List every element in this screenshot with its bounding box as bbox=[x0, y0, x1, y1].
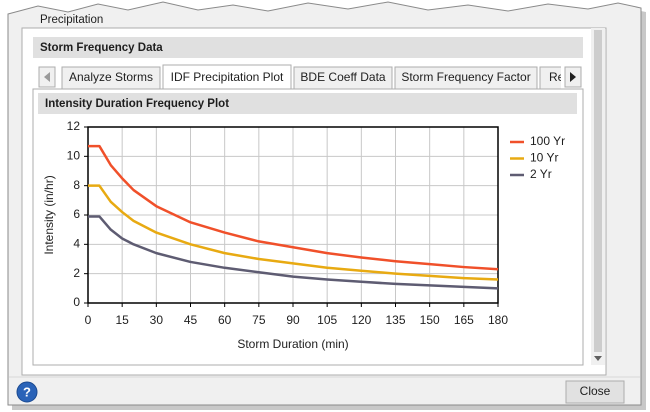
x-tick-label: 90 bbox=[286, 313, 300, 327]
tab-label: BDE Coeff Data bbox=[300, 70, 385, 84]
help-icon: ? bbox=[23, 384, 31, 399]
close-label: Close bbox=[580, 384, 611, 398]
group-title: Storm Frequency Data bbox=[40, 42, 163, 54]
window-title: Precipitation bbox=[40, 14, 103, 26]
tab-panel bbox=[32, 88, 584, 366]
x-tick-label: 60 bbox=[218, 313, 232, 327]
tab-label: Storm Frequency Factor bbox=[401, 70, 530, 84]
x-axis-label: Storm Duration (min) bbox=[237, 337, 348, 351]
tab-label: Analyze Storms bbox=[69, 70, 153, 84]
x-tick-label: 0 bbox=[85, 313, 92, 327]
y-tick-label: 2 bbox=[73, 266, 80, 280]
tab[interactable] bbox=[162, 64, 292, 91]
legend-label: 2 Yr bbox=[530, 167, 552, 181]
y-tick-label: 6 bbox=[73, 207, 80, 221]
x-tick-label: 180 bbox=[488, 313, 508, 327]
x-tick-label: 120 bbox=[351, 313, 371, 327]
close-button[interactable] bbox=[565, 380, 625, 404]
legend-label: 10 Yr bbox=[530, 151, 558, 165]
scroll-down[interactable] bbox=[594, 356, 602, 361]
x-tick-label: 15 bbox=[115, 313, 129, 327]
series-line bbox=[88, 184, 499, 281]
x-tick-label: 75 bbox=[252, 313, 266, 327]
series-line bbox=[88, 215, 499, 290]
series-line bbox=[88, 144, 499, 271]
tab-label: IDF Precipitation Plot bbox=[171, 70, 284, 84]
x-tick-label: 165 bbox=[454, 313, 474, 327]
y-tick-label: 10 bbox=[67, 149, 81, 163]
x-tick-label: 30 bbox=[150, 313, 164, 327]
x-tick-label: 135 bbox=[385, 313, 405, 327]
y-tick-label: 12 bbox=[67, 119, 81, 133]
x-tick-label: 45 bbox=[184, 313, 198, 327]
y-tick-label: 4 bbox=[73, 237, 80, 251]
x-tick-label: 105 bbox=[317, 313, 337, 327]
tab-overflow-cover bbox=[561, 64, 564, 90]
x-tick-label: 150 bbox=[420, 313, 440, 327]
panel-title: Intensity Duration Frequency Plot bbox=[45, 98, 229, 110]
y-tick-label: 0 bbox=[73, 295, 80, 309]
plot-frame bbox=[87, 126, 499, 304]
tab-strip: Analyze Storms IDF Precipitation Plot BDE … bbox=[61, 64, 565, 91]
help-button[interactable] bbox=[16, 381, 38, 403]
group-header bbox=[33, 37, 583, 58]
legend-label: 100 Yr bbox=[530, 134, 565, 148]
y-axis-label: Intensity (in/hr) bbox=[42, 175, 56, 254]
y-tick-label: 8 bbox=[73, 178, 80, 192]
panel-header bbox=[38, 93, 577, 114]
tab-label: Re bbox=[549, 70, 565, 84]
arrow-left bbox=[44, 72, 50, 82]
scrollbar-thumb[interactable] bbox=[594, 30, 602, 352]
arrow-right bbox=[570, 72, 576, 82]
